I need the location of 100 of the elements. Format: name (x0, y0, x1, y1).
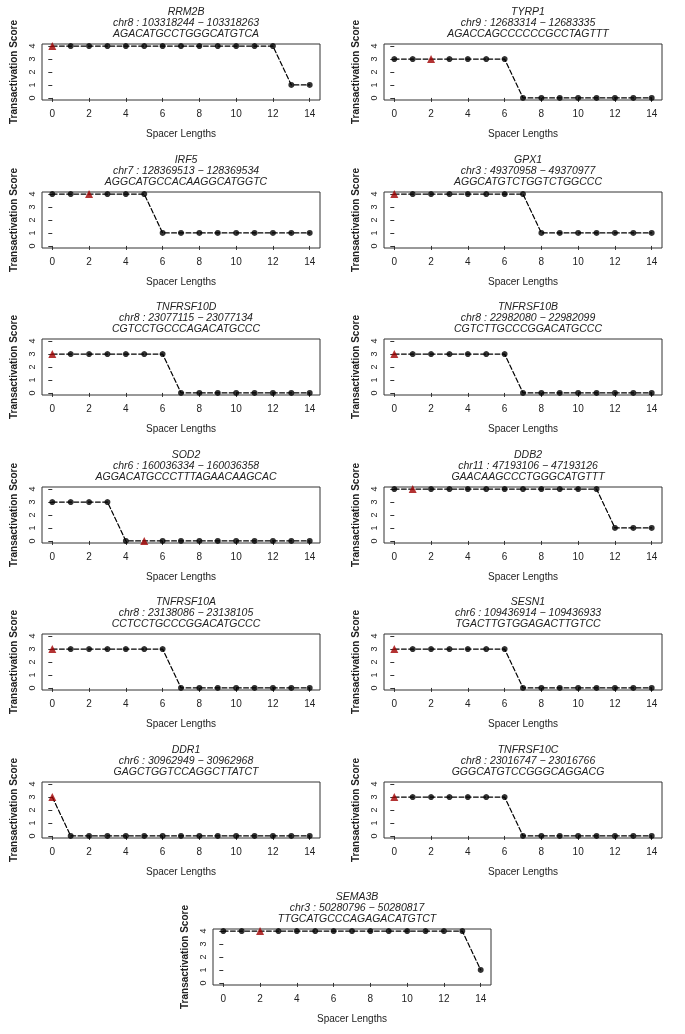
y-tick-label: 3 (26, 794, 37, 800)
x-tick-label: 12 (609, 550, 621, 561)
chart-subtitle: chr11 : 47193106 − 47193126 GAACAAGCCCTGGGCATGTTT (451, 458, 607, 481)
x-tick-label: 2 (428, 550, 435, 561)
y-tick-label: 0 (368, 242, 379, 248)
y-tick-label: 1 (368, 82, 379, 88)
y-tick-label: 1 (26, 672, 37, 678)
x-tick-label: 8 (196, 845, 203, 856)
x-tick-label: 12 (609, 697, 621, 709)
y-tick-label: 0 (26, 537, 37, 543)
chart-title: TNFRSF10A (155, 594, 217, 607)
y-tick-label: 3 (368, 646, 379, 652)
x-tick-label: 4 (465, 550, 472, 561)
x-tick-label: 0 (49, 550, 56, 561)
x-tick-label: 6 (501, 550, 508, 561)
x-tick-label: 14 (646, 255, 658, 266)
y-tick-label: 4 (26, 633, 37, 639)
x-tick-label: 10 (230, 402, 243, 414)
y-tick-label: 4 (197, 928, 208, 934)
x-tick-label: 0 (49, 107, 56, 119)
x-tick-label: 2 (428, 107, 435, 119)
x-tick-label: 8 (367, 992, 374, 1004)
y-tick-label: 2 (26, 364, 37, 370)
x-tick-label: 10 (572, 107, 585, 119)
x-axis-title: Spacer Lengths (145, 570, 217, 581)
x-tick-label: 0 (391, 107, 398, 119)
x-tick-label: 10 (572, 255, 585, 266)
x-tick-label: 12 (609, 255, 621, 266)
x-tick-label: 10 (230, 107, 243, 119)
y-tick-label: 1 (26, 377, 37, 383)
y-axis-title: Transactivation Score (349, 167, 361, 272)
y-tick-label: 0 (26, 95, 37, 101)
x-tick-label: 10 (572, 697, 585, 709)
x-tick-label: 4 (123, 697, 130, 709)
y-tick-label: 3 (368, 204, 379, 210)
y-tick-label: 0 (26, 685, 37, 691)
x-tick-label: 6 (501, 697, 508, 709)
y-axis-title: Transactivation Score (349, 609, 361, 714)
x-tick-label: 10 (572, 402, 585, 414)
x-tick-label: 14 (304, 845, 316, 856)
y-axis-title: Transactivation Score (7, 609, 19, 714)
x-tick-label: 8 (196, 550, 203, 561)
chart-title: TYRP1 (511, 4, 545, 17)
x-tick-label: 8 (196, 255, 203, 266)
chart-title: RRM2B (167, 4, 205, 17)
x-tick-label: 6 (501, 402, 508, 414)
chart-subtitle: chr8 : 23016747 − 23016766 GGGCATGTCCGGGCAGGACG (451, 753, 605, 776)
y-axis-title: Transactivation Score (349, 314, 361, 419)
x-tick-label: 12 (609, 107, 621, 119)
x-tick-label: 8 (196, 697, 203, 709)
y-tick-label: 3 (368, 56, 379, 62)
x-tick-label: 2 (428, 255, 435, 266)
y-tick-label: 4 (26, 338, 37, 344)
x-tick-label: 8 (196, 107, 203, 119)
x-tick-label: 8 (538, 550, 545, 561)
y-tick-label: 3 (368, 499, 379, 505)
y-tick-label: 1 (368, 819, 379, 825)
x-tick-label: 14 (304, 107, 316, 119)
x-tick-label: 0 (391, 255, 398, 266)
chart-subtitle: chr8 : 103318244 − 103318263 AGACATGCCTGGGCATGTCA (111, 15, 260, 39)
y-tick-label: 2 (197, 954, 208, 960)
chart-title: DDB2 (513, 447, 543, 459)
x-tick-label: 10 (230, 697, 243, 709)
y-tick-label: 2 (26, 69, 37, 75)
x-tick-label: 6 (501, 255, 508, 266)
x-tick-label: 2 (86, 402, 93, 414)
y-tick-label: 3 (197, 941, 208, 947)
y-tick-label: 4 (26, 191, 37, 197)
y-tick-label: 2 (26, 806, 37, 813)
y-tick-label: 1 (197, 967, 208, 973)
x-tick-label: 2 (428, 402, 435, 414)
x-axis-title: Spacer Lengths (145, 422, 217, 434)
x-tick-label: 6 (330, 992, 337, 1004)
y-axis-title: Transactivation Score (349, 19, 361, 124)
y-tick-label: 2 (368, 364, 379, 370)
y-axis-title: Transactivation Score (7, 462, 19, 567)
y-tick-label: 4 (368, 191, 379, 197)
x-tick-label: 14 (304, 255, 316, 266)
x-tick-label: 4 (294, 992, 301, 1004)
x-tick-label: 4 (465, 255, 472, 266)
y-tick-label: 2 (368, 659, 379, 665)
x-tick-label: 0 (49, 845, 56, 856)
x-axis-title: Spacer Lengths (145, 865, 217, 876)
y-tick-label: 4 (368, 486, 379, 492)
x-tick-label: 8 (538, 402, 545, 414)
x-tick-label: 0 (391, 550, 398, 561)
chart-subtitle: chr6 : 30962949 − 30962968 GAGCTGGTCCAGGCTTATCT (113, 753, 261, 776)
x-tick-label: 14 (646, 697, 658, 709)
x-tick-label: 2 (86, 107, 93, 119)
x-tick-label: 8 (538, 845, 545, 856)
chart-subtitle: chr6 : 160036334 − 160036358 AGGACATGCCCTTTAGAACAAGCAC (94, 458, 277, 481)
x-tick-label: 4 (123, 402, 130, 414)
y-axis-title: Transactivation Score (178, 904, 190, 1009)
x-tick-label: 0 (49, 402, 56, 414)
chart-title: GPX1 (513, 152, 543, 164)
x-axis-title: Spacer Lengths (145, 127, 217, 139)
y-tick-label: 0 (368, 95, 379, 101)
y-tick-label: 0 (368, 685, 379, 691)
x-tick-label: 8 (196, 402, 203, 414)
y-tick-label: 1 (368, 377, 379, 383)
